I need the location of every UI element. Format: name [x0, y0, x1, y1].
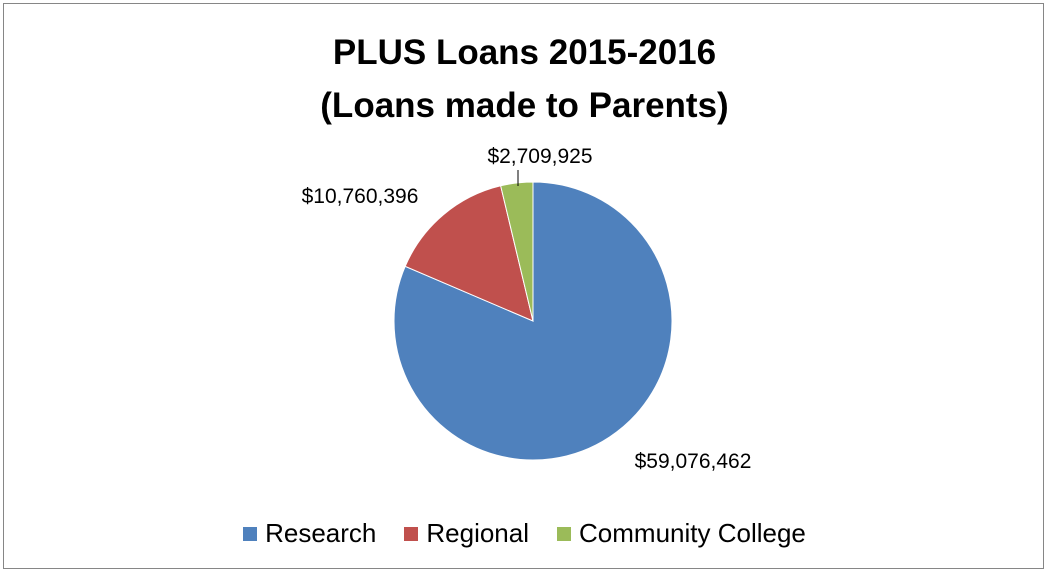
legend-label-community-college: Community College	[579, 518, 806, 548]
data-label-community-college: $2,709,925	[487, 145, 592, 168]
data-label-research: $59,076,462	[635, 450, 752, 473]
legend-label-research: Research	[265, 518, 377, 548]
chart-title-line-1: PLUS Loans 2015-2016	[332, 33, 717, 72]
pie-slice-regional	[404, 185, 534, 322]
legend-swatch-regional	[404, 526, 419, 541]
chart-title-line-2: (Loans made to Parents)	[320, 86, 729, 125]
legend-swatch-research	[243, 526, 258, 541]
data-label-regional: $10,760,396	[302, 185, 419, 208]
legend-label-regional: Regional	[426, 518, 530, 548]
legend-item-regional: Regional	[404, 518, 529, 549]
legend-swatch-community-college	[557, 526, 572, 541]
legend: Research Regional Community College	[0, 518, 1049, 549]
legend-item-research: Research	[243, 518, 376, 549]
legend-item-community-college: Community College	[557, 518, 806, 549]
pie-slice-community-college	[500, 181, 534, 322]
